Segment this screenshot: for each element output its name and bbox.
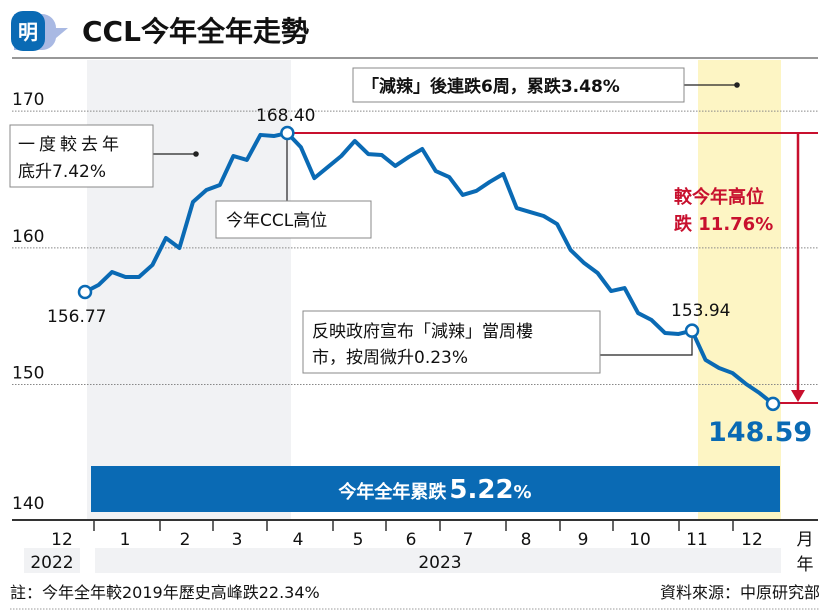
month-label: 11 <box>686 530 708 550</box>
month-label: 2 <box>180 530 191 550</box>
footnote: 註：今年全年較2019年歷史高峰跌22.34% <box>10 583 320 602</box>
from-high-line2: 跌 11.76% <box>674 213 773 235</box>
since-cooling-text: 「減辣」後連跌6周，累跌3.48% <box>362 76 620 97</box>
ytd-bar <box>91 466 780 512</box>
cooling-value-label: 153.94 <box>671 301 730 321</box>
ccl-series-line <box>84 131 775 406</box>
drop-arrow-head <box>791 390 805 402</box>
month-label: 7 <box>463 530 474 550</box>
ytd-label: 今年全年累跌 5.22% <box>338 475 531 505</box>
end-value-label: 148.59 <box>708 417 812 448</box>
highlight-point <box>765 396 781 412</box>
peak-callout <box>215 200 372 239</box>
month-label: 6 <box>406 530 417 550</box>
highlight-point <box>77 284 93 300</box>
page-title: CCL今年全年走勢 <box>82 15 309 48</box>
yellow-band <box>698 60 781 520</box>
month-label: 9 <box>578 530 589 550</box>
month-label: 4 <box>293 530 304 550</box>
month-label: 12 <box>51 530 73 550</box>
cooling-pointer-dot <box>734 82 740 88</box>
month-label: 12 <box>741 530 763 550</box>
peak-value-label: 168.40 <box>256 106 315 126</box>
y-tick-label: 160 <box>12 227 44 247</box>
yoy-pointer-dot <box>193 151 199 157</box>
year-2022-band <box>24 548 80 573</box>
year-2023-band <box>95 548 781 573</box>
logo: 明 <box>11 11 68 51</box>
x-axis-unit: 月 <box>797 530 814 550</box>
cooling-callout <box>302 310 601 374</box>
year-label-2022: 2022 <box>30 553 73 573</box>
month-label: 8 <box>521 530 532 550</box>
yoy-callout <box>9 124 154 188</box>
since-cooling-callout <box>352 67 685 103</box>
year-label-2023: 2023 <box>418 553 461 573</box>
peak-note: 今年CCL高位 <box>226 211 327 231</box>
cooling-line1: 反映政府宣布「減辣」當周樓 <box>312 322 533 342</box>
logo-text: 明 <box>18 20 38 44</box>
source-note: 資料來源：中原研究部 <box>660 583 820 602</box>
year-unit: 年 <box>797 555 814 575</box>
month-label: 1 <box>120 530 131 550</box>
y-tick-label: 150 <box>12 364 44 384</box>
yoy-line2: 底升7.42% <box>18 162 106 182</box>
yoy-line1: 一度較去年 <box>18 135 123 155</box>
y-tick-label: 170 <box>12 90 44 110</box>
month-label: 5 <box>353 530 364 550</box>
month-label: 10 <box>629 530 651 550</box>
highlight-point <box>684 323 700 338</box>
month-label: 3 <box>232 530 243 550</box>
highlight-point <box>280 125 295 141</box>
y-tick-label: 140 <box>12 494 44 514</box>
start-value-label: 156.77 <box>47 307 106 327</box>
cooling-line2: 市，按周微升0.23% <box>312 348 468 368</box>
from-high-line1: 較今年高位 <box>674 186 764 208</box>
